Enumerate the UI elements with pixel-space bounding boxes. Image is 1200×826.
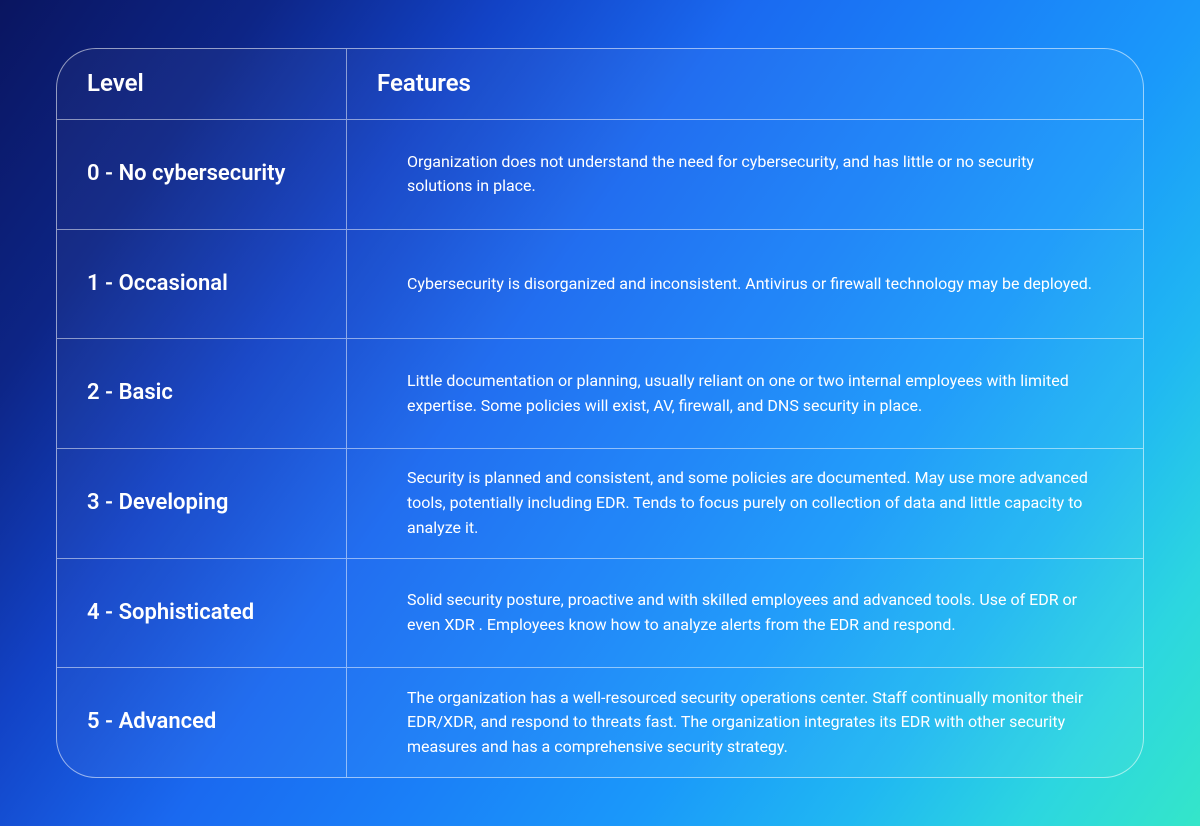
table-row: 3 - Developing Security is planned and c… <box>57 448 1143 558</box>
level-cell: 4 - Sophisticated <box>57 559 347 668</box>
header-level: Level <box>57 49 347 119</box>
features-cell: Security is planned and consistent, and … <box>347 452 1143 554</box>
table-row: 1 - Occasional Cybersecurity is disorgan… <box>57 229 1143 339</box>
features-cell: The organization has a well-resourced se… <box>347 672 1143 774</box>
level-cell: 5 - Advanced <box>57 668 347 777</box>
table-header-row: Level Features <box>57 49 1143 119</box>
table-row: 0 - No cybersecurity Organization does n… <box>57 119 1143 229</box>
maturity-table: Level Features 0 - No cybersecurity Orga… <box>56 48 1144 778</box>
features-cell: Cybersecurity is disorganized and incons… <box>347 258 1143 311</box>
features-cell: Organization does not understand the nee… <box>347 136 1143 214</box>
level-cell: 1 - Occasional <box>57 230 347 339</box>
level-cell: 3 - Developing <box>57 449 347 558</box>
table-row: 5 - Advanced The organization has a well… <box>57 667 1143 777</box>
level-cell: 0 - No cybersecurity <box>57 120 347 229</box>
features-cell: Little documentation or planning, usuall… <box>347 355 1143 433</box>
features-cell: Solid security posture, proactive and wi… <box>347 574 1143 652</box>
table-row: 4 - Sophisticated Solid security posture… <box>57 558 1143 668</box>
level-cell: 2 - Basic <box>57 339 347 448</box>
table-row: 2 - Basic Little documentation or planni… <box>57 338 1143 448</box>
header-features: Features <box>347 65 1143 102</box>
